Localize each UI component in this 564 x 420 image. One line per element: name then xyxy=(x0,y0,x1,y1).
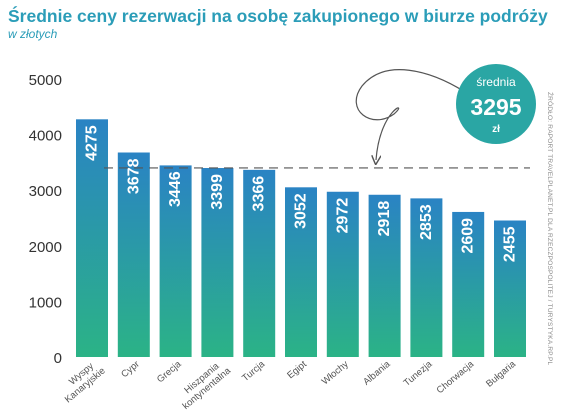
average-badge: średnia 3295 zł xyxy=(456,64,536,144)
bar xyxy=(159,165,192,357)
y-tick-label: 5000 xyxy=(29,72,62,89)
bar-value-label: 2918 xyxy=(376,201,393,237)
x-category-label: Hiszpaniakontynentalna xyxy=(174,357,234,412)
bar xyxy=(117,152,150,357)
bar-value-label: 4275 xyxy=(84,125,101,161)
x-category-label: Albania xyxy=(361,358,393,387)
bar-value-label: 3678 xyxy=(125,158,142,194)
bar xyxy=(285,187,317,357)
bars-group: 4275 3678 3446 3399 3366 3052 2972 2918 2853 2609… xyxy=(76,119,526,357)
bar xyxy=(494,220,526,357)
bar xyxy=(201,168,234,357)
bar xyxy=(410,198,443,357)
bar-value-label: 2972 xyxy=(334,198,351,234)
average-badge-label: średnia xyxy=(476,75,516,89)
y-tick-label: 0 xyxy=(54,350,62,367)
x-category-label: Włochy xyxy=(320,359,351,388)
average-arrow xyxy=(355,69,466,160)
bar-value-label: 2455 xyxy=(502,226,519,262)
x-category-label: Bułgaria xyxy=(484,358,518,389)
x-axis-labels: WyspyKanaryjskie Cypr GrecjaHiszpaniakonty… xyxy=(56,357,519,412)
chart-subtitle: w złotych xyxy=(8,27,58,41)
bar xyxy=(243,169,276,357)
y-tick-label: 3000 xyxy=(29,183,62,200)
x-category-label: Turcja xyxy=(240,358,268,384)
y-tick-label: 4000 xyxy=(29,128,62,145)
x-category-label: Chorwacja xyxy=(435,358,477,396)
y-axis: 0 1000 2000 3000 4000 5000 xyxy=(29,72,62,367)
x-category-label: Egipt xyxy=(285,359,309,382)
bar-value-label: 3446 xyxy=(167,171,184,207)
bar-value-label: 3052 xyxy=(293,193,310,229)
average-badge-unit: zł xyxy=(492,124,500,135)
bar xyxy=(326,191,359,357)
bar xyxy=(76,119,108,357)
average-badge-circle xyxy=(456,64,536,144)
chart-title: Średnie ceny rezerwacji na osobę zakupio… xyxy=(8,6,548,26)
bar xyxy=(452,211,485,357)
bar xyxy=(368,194,401,357)
x-category-label: Grecja xyxy=(155,358,184,385)
bar-value-label: 3366 xyxy=(251,176,268,212)
bar-value-label: 2853 xyxy=(418,204,435,240)
average-badge-value: 3295 xyxy=(470,94,521,120)
x-category-label: WyspyKanaryjskie xyxy=(56,357,108,405)
x-category-label: Tunezja xyxy=(402,358,435,388)
bar-value-label: 3399 xyxy=(209,174,226,210)
y-tick-label: 1000 xyxy=(29,294,62,311)
x-category-label: Cypr xyxy=(119,359,141,380)
y-tick-label: 2000 xyxy=(29,239,62,256)
source-note: ŹRÓDŁO: RAPORT TRAVELPLANET.PL DLA RZECZ… xyxy=(546,92,553,366)
bar-value-label: 2609 xyxy=(460,218,477,254)
